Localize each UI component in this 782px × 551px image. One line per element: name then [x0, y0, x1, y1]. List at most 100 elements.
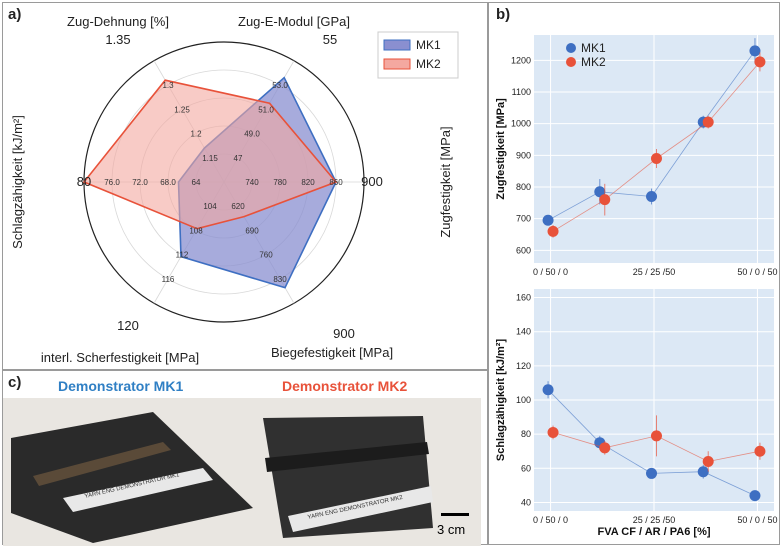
legend-mk1-label: MK1: [416, 38, 441, 52]
radar-axis-max-label: 120: [117, 318, 139, 333]
demonstrator-mk2-label-strip: [288, 486, 433, 532]
y-axis-label: Schlagzähigkeit [kJ/m²]: [495, 339, 507, 462]
radar-legend: MK1 MK2: [377, 31, 459, 79]
radar-tick-label: 108: [189, 227, 203, 236]
demonstrator-mk1-stiffener: [33, 442, 171, 486]
radar-tick-label: 740: [245, 178, 259, 187]
x-tick-label: 0 / 50 / 0: [533, 515, 568, 525]
radar-axis-label: Zugfestigkeit [MPa]: [438, 126, 453, 237]
data-point-mk1: [542, 214, 554, 226]
y-tick-label: 40: [521, 497, 531, 507]
radar-tick-label: 1.2: [190, 130, 202, 139]
data-point-mk1: [646, 191, 658, 202]
y-tick-label: 700: [516, 214, 531, 224]
radar-tick-label: 830: [273, 275, 287, 284]
y-tick-label: 160: [516, 293, 531, 303]
radar-axis-label: Zug-E-Modul [GPa]: [238, 14, 350, 29]
radar-tick-label: 620: [231, 202, 245, 211]
radar-axis-max-label: 1.35: [105, 32, 130, 47]
radar-tick-label: 1.3: [162, 81, 174, 90]
demonstrator-photo-drawing: YARN ENG DEMONSTRATOR MK1 YARN ENG DEMON…: [11, 412, 469, 543]
radar-tick-label: 116: [162, 275, 175, 284]
radar-series-mk2: [82, 79, 338, 230]
data-point-mk2: [599, 442, 611, 454]
radar-tick-label: 760: [259, 251, 273, 260]
data-point-mk2: [702, 455, 714, 467]
radar-tick-label: 72.0: [132, 178, 148, 187]
data-point-mk1: [594, 186, 606, 198]
x-tick-label: 50 / 0 / 50: [737, 267, 777, 277]
radar-tick-label: 112: [176, 251, 189, 260]
panel-label-c: c): [8, 374, 22, 391]
radar-tick-label: 780: [273, 178, 287, 187]
y-tick-label: 120: [516, 361, 531, 371]
radar-tick-label: 68.0: [160, 178, 176, 187]
scale-bar-label: 3 cm: [437, 522, 465, 537]
y-tick-label: 1000: [511, 119, 531, 129]
data-point-mk2: [599, 194, 611, 206]
x-axis-label: FVA CF / AR / PA6 [%]: [597, 526, 710, 538]
y-tick-label: 600: [516, 245, 531, 255]
scale-bar: [441, 513, 469, 516]
panel-b-frame: [488, 2, 780, 545]
radar-tick-label: 820: [301, 178, 315, 187]
radar-tick-label: 690: [245, 227, 259, 236]
demonstrator-photo: YARN ENG DEMONSTRATOR MK1 YARN ENG DEMON…: [3, 398, 481, 546]
data-point-mk2: [547, 225, 559, 237]
data-point-mk2: [754, 56, 766, 68]
data-point-mk2: [754, 445, 766, 457]
data-point-mk2: [650, 430, 662, 442]
radar-axis-label: Zug-Dehnung [%]: [67, 14, 169, 29]
radar-axis-max-label: 900: [361, 174, 383, 189]
data-point-mk1: [749, 490, 761, 502]
radar-axis-label: Schlagzähigkeit [kJ/m²]: [10, 115, 25, 249]
demonstrator-mk2-title: Demonstrator MK2: [282, 378, 408, 394]
y-tick-label: 100: [516, 395, 531, 405]
data-point-mk1: [542, 384, 554, 396]
radar-axis-label: Biegefestigkeit [MPa]: [271, 345, 393, 360]
radar-tick-label: 49.0: [244, 130, 260, 139]
x-tick-label: 25 / 25 /50: [633, 267, 676, 277]
data-point-mk2: [547, 426, 559, 438]
radar-axis-max-label: 900: [333, 326, 355, 341]
x-tick-label: 50 / 0 / 50: [737, 515, 777, 525]
legend-mk1-swatch: [383, 39, 411, 51]
panel-label-a: a): [8, 6, 22, 23]
y-tick-label: 900: [516, 150, 531, 160]
radar-tick-label: 51.0: [258, 105, 274, 114]
data-point-mk1: [749, 45, 761, 57]
demonstrator-mk1-label-strip: [63, 468, 213, 512]
radar-tick-label: 1.15: [202, 154, 218, 163]
radar-tick-label: 47: [234, 154, 243, 163]
radar-tick-label: 104: [203, 202, 217, 211]
y-tick-label: 60: [521, 463, 531, 473]
legend-mk2-marker: [566, 57, 576, 67]
demonstrator-mk1-title: Demonstrator MK1: [58, 378, 184, 394]
data-point-mk2: [650, 153, 662, 164]
panel-label-b: b): [496, 6, 511, 23]
y-tick-label: 140: [516, 327, 531, 337]
radar-axis-label: interl. Scherfestigkeit [MPa]: [41, 350, 199, 365]
radar-tick-label: 76.0: [104, 178, 120, 187]
demonstrator-mk2-stiffener: [265, 442, 429, 472]
data-point-mk2: [702, 116, 714, 128]
panel-a-frame: [2, 2, 488, 370]
data-point-mk1: [697, 466, 709, 478]
legend-mk2-label: MK2: [581, 55, 606, 69]
demonstrator-mk1-plate: [11, 412, 253, 543]
radar-tick-label: 1.25: [174, 105, 190, 114]
data-point-mk1: [646, 467, 658, 479]
x-tick-label: 0 / 50 / 0: [533, 267, 568, 277]
legend-mk2-swatch: [383, 58, 411, 70]
radar-tick-label: 53.0: [272, 81, 288, 90]
radar-tick-label: 64: [192, 178, 201, 187]
legend-mk1-marker: [566, 43, 576, 53]
x-tick-label: 25 / 25 /50: [633, 515, 676, 525]
radar-tick-label: 860: [329, 178, 343, 187]
radar-axis-max-label: 55: [323, 32, 337, 47]
radar-chart: 47 49.0 51.0 53.0 740 780 820 860 620 690 760 830 10…: [10, 14, 459, 365]
y-tick-label: 80: [521, 429, 531, 439]
radar-axis-max-label: 80: [77, 174, 91, 189]
y-axis-label: Zugfestigkeit [MPa]: [495, 98, 507, 200]
legend-mk1-label: MK1: [581, 41, 606, 55]
